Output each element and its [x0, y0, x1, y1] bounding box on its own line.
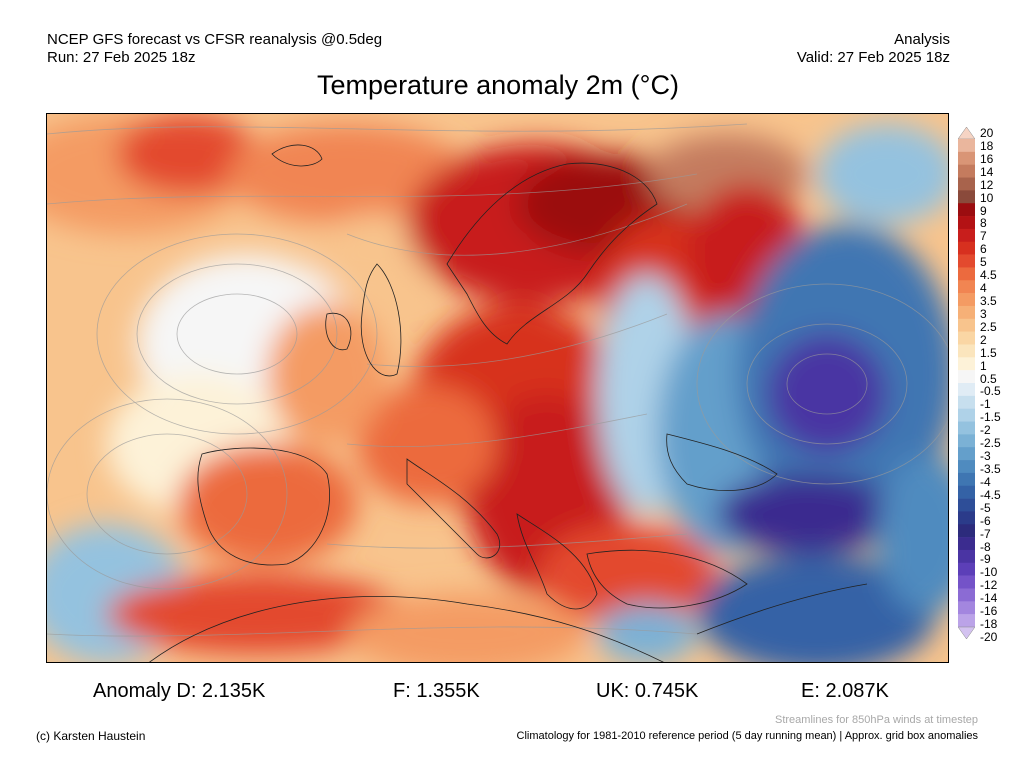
- map-title: Temperature anomaly 2m (°C): [317, 70, 679, 100]
- colorbar-label: -10: [980, 565, 998, 580]
- colorbar-label: 1: [980, 358, 987, 373]
- colorbar-label: -20: [980, 630, 998, 644]
- colorbar-label: -3.5: [980, 462, 1001, 476]
- colorbar-label: 3.5: [980, 294, 997, 308]
- colorbar-label: 2: [980, 332, 987, 347]
- colorbar-label: -18: [980, 617, 998, 632]
- anomaly-map: [46, 113, 949, 663]
- colorbar-label: -0.5: [980, 384, 1001, 399]
- stat-uk: UK: 0.745K: [596, 680, 699, 702]
- colorbar-swatch: [958, 601, 975, 615]
- colorbar-swatch: [958, 139, 975, 153]
- colorbar-swatch: [958, 280, 975, 294]
- header-right: Analysis Valid: 27 Feb 2025 18z: [797, 31, 950, 67]
- colorbar-swatch: [958, 383, 975, 397]
- colorbar-label: 12: [980, 177, 994, 192]
- colorbar-swatch: [958, 228, 975, 243]
- colorbar-swatch: [958, 344, 975, 358]
- colorbar-swatch: [958, 318, 975, 332]
- colorbar-arrow-top: [958, 127, 975, 140]
- colorbar-swatch: [958, 216, 975, 230]
- stat-anomaly-d: Anomaly D: 2.135K: [93, 680, 266, 702]
- colorbar-swatch: [958, 434, 975, 448]
- colorbar-label: -5: [980, 500, 991, 515]
- colorbar-label: 4: [980, 281, 987, 296]
- colorbar-swatch: [958, 408, 975, 422]
- colorbar-label: 8: [980, 216, 987, 231]
- model-description: NCEP GFS forecast vs CFSR reanalysis @0.…: [47, 31, 383, 48]
- colorbar-label: -1.5: [980, 410, 1001, 425]
- colorbar-label: 2.5: [980, 319, 997, 334]
- stat-france: F: 1.355K: [393, 680, 480, 702]
- colorbar-label: 14: [980, 164, 994, 179]
- colorbar-swatch: [958, 575, 975, 589]
- run-time: Run: 27 Feb 2025 18z: [47, 49, 196, 66]
- colorbar-swatch: [958, 498, 975, 512]
- colorbar-swatch: [958, 421, 975, 435]
- colorbar-swatch: [958, 267, 975, 281]
- colorbar-label: 0.5: [980, 371, 997, 386]
- colorbar-swatch: [958, 164, 975, 178]
- colorbar-label: 9: [980, 203, 987, 218]
- header-left: NCEP GFS forecast vs CFSR reanalysis @0.…: [47, 31, 382, 67]
- colorbar-swatch: [958, 293, 975, 307]
- colorbar-label: 18: [980, 138, 994, 153]
- colorbar-swatch: [958, 614, 975, 628]
- colorbar-label: -3: [980, 449, 991, 464]
- colorbar-label: 16: [980, 151, 994, 166]
- colorbar-label: -8: [980, 539, 991, 554]
- colorbar-label: -16: [980, 604, 998, 619]
- colorbar-swatch: [958, 177, 975, 191]
- colorbar-swatch: [958, 537, 975, 551]
- colorbar-arrow-bottom: [958, 626, 975, 639]
- colorbar-swatch: [958, 588, 975, 602]
- colorbar-label: 4.5: [980, 268, 997, 283]
- colorbar-label: 5: [980, 255, 987, 270]
- colorbar-swatch: [958, 447, 975, 461]
- colorbar-swatch: [958, 203, 975, 217]
- colorbar-swatch: [958, 331, 975, 345]
- colorbar-label: 7: [980, 229, 987, 244]
- copyright: (c) Karsten Haustein: [36, 729, 146, 743]
- colorbar-label: -9: [980, 552, 991, 567]
- analysis-label: Analysis: [894, 31, 950, 48]
- colorbar-label: 10: [980, 190, 994, 205]
- colorbar-label: -2.5: [980, 436, 1001, 451]
- colorbar-label: 6: [980, 242, 987, 257]
- colorbar-swatch: [958, 562, 975, 576]
- valid-time: Valid: 27 Feb 2025 18z: [796, 49, 950, 66]
- colorbar-swatch: [958, 305, 975, 320]
- colorbar-swatch: [958, 254, 975, 268]
- colorbar-label: 1.5: [980, 345, 997, 360]
- colorbar-swatch: [958, 460, 975, 474]
- colorbar-label: -4: [980, 474, 991, 489]
- colorbar-label: -12: [980, 578, 998, 593]
- colorbar-label: -14: [980, 591, 998, 606]
- colorbar-label: -1: [980, 397, 991, 412]
- colorbar-swatch: [958, 241, 975, 255]
- colorbar: [958, 127, 975, 639]
- colorbar-label: -7: [980, 526, 991, 541]
- colorbar-swatch: [958, 151, 975, 165]
- colorbar-swatch: [958, 511, 975, 525]
- colorbar-swatch: [958, 485, 975, 499]
- colorbar-label: -6: [980, 513, 991, 528]
- streamlines-note: Streamlines for 850hPa winds at timestep: [775, 714, 978, 726]
- colorbar-swatch: [958, 370, 975, 384]
- colorbar-swatch: [958, 524, 975, 538]
- colorbar-swatch: [958, 395, 975, 409]
- colorbar-label: -2: [980, 423, 991, 438]
- stat-europe: E: 2.087K: [801, 680, 889, 702]
- colorbar-swatch: [958, 190, 975, 204]
- colorbar-swatch: [958, 472, 975, 487]
- colorbar-label: 3: [980, 306, 987, 321]
- colorbar-swatch: [958, 357, 975, 371]
- colorbar-label: -4.5: [980, 487, 1001, 502]
- climatology-note: Climatology for 1981-2010 reference peri…: [516, 730, 978, 742]
- colorbar-swatch: [958, 549, 975, 564]
- colorbar-label: 20: [980, 126, 994, 140]
